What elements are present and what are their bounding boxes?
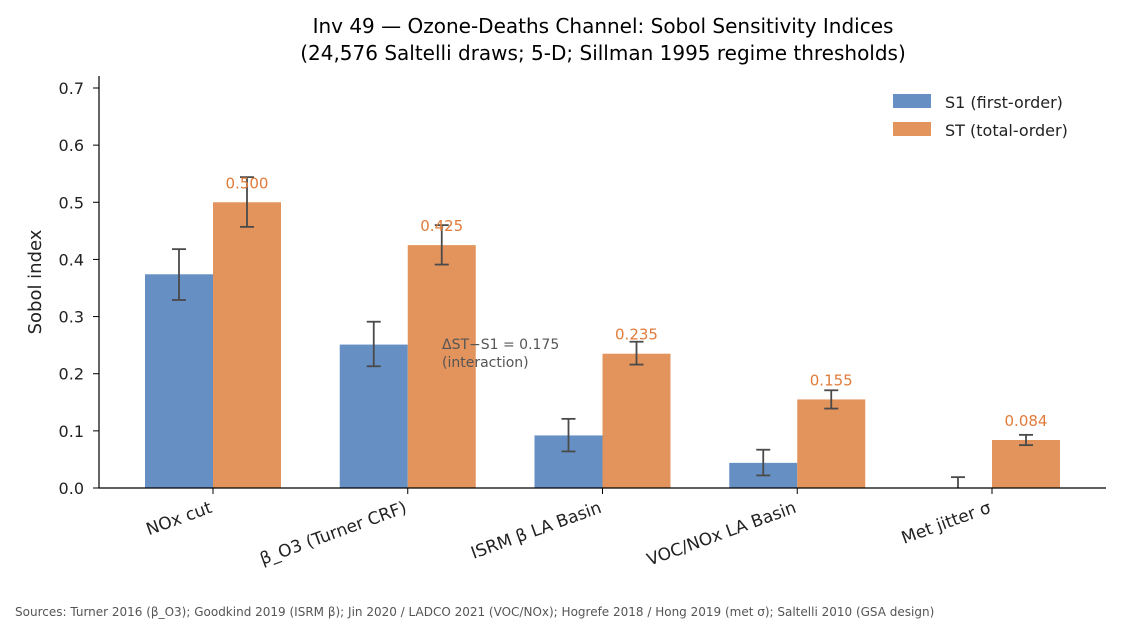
st-bar xyxy=(797,399,866,488)
st-value-label: 0.500 xyxy=(226,174,269,192)
legend-swatch-s1 xyxy=(893,94,931,108)
bars xyxy=(145,202,1060,489)
y-tick-label: 0.1 xyxy=(59,422,84,441)
x-axis-categories: NOx cut β_O3 (Turner CRF) ISRM β LA Basin V… xyxy=(144,488,994,570)
s1-error-bar xyxy=(366,320,381,368)
st-error-bar xyxy=(434,224,449,266)
value-labels: 0.500 0.425 0.235 0.155 0.084 xyxy=(226,174,1048,430)
st-value-label: 0.084 xyxy=(1005,412,1048,430)
y-tick-label: 0.3 xyxy=(59,308,84,327)
st-error-bar xyxy=(629,340,644,366)
interaction-annotation: ΔST−S1 = 0.175 (interaction) xyxy=(442,337,559,371)
s1-error-bar xyxy=(951,476,965,488)
s1-error-bar xyxy=(561,417,576,453)
annotation-line-1: ΔST−S1 = 0.175 xyxy=(442,337,559,353)
x-category-label: NOx cut xyxy=(144,498,215,540)
legend-label-s1: S1 (first-order) xyxy=(945,93,1063,112)
s1-bar xyxy=(145,274,213,488)
y-tick-label: 0.4 xyxy=(59,250,84,269)
st-bar xyxy=(407,245,476,488)
x-category-label: Met jitter σ xyxy=(899,498,994,549)
y-axis: 0.0 0.1 0.2 0.3 0.4 0.5 0.6 0.7 xyxy=(59,79,99,498)
y-tick-label: 0.2 xyxy=(59,365,84,384)
legend: S1 (first-order) ST (total-order) xyxy=(893,93,1068,140)
st-bar xyxy=(992,440,1060,488)
st-error-bar xyxy=(1019,433,1033,447)
y-tick-label: 0.6 xyxy=(59,136,84,155)
annotation-line-2: (interaction) xyxy=(442,355,529,371)
y-tick-label: 0.0 xyxy=(59,479,84,498)
s1-bar xyxy=(339,344,408,488)
y-tick-label: 0.5 xyxy=(59,193,84,212)
y-axis-label: Sobol index xyxy=(25,229,46,334)
st-value-label: 0.235 xyxy=(615,326,658,344)
error-bars xyxy=(172,176,1033,488)
x-category-label: β_O3 (Turner CRF) xyxy=(257,498,409,570)
x-category-label: VOC/NOx LA Basin xyxy=(644,498,799,571)
st-error-bar xyxy=(824,389,839,410)
st-value-label: 0.425 xyxy=(420,217,463,235)
s1-error-bar xyxy=(756,448,771,477)
sources-footnote: Sources: Turner 2016 (β_O3); Goodkind 20… xyxy=(15,605,934,619)
y-tick-label: 0.7 xyxy=(59,79,84,98)
s1-error-bar xyxy=(172,248,186,301)
st-value-label: 0.155 xyxy=(810,371,853,389)
x-category-label: ISRM β LA Basin xyxy=(468,498,604,564)
chart-title-line-2: (24,576 Saltelli draws; 5-D; Sillman 199… xyxy=(300,41,906,65)
st-bar xyxy=(602,353,671,488)
st-bar xyxy=(213,202,281,489)
legend-label-st: ST (total-order) xyxy=(945,121,1068,140)
chart-title-line-1: Inv 49 — Ozone-Deaths Channel: Sobol Sen… xyxy=(313,14,894,38)
st-error-bar xyxy=(240,176,254,228)
legend-swatch-st xyxy=(893,122,931,136)
